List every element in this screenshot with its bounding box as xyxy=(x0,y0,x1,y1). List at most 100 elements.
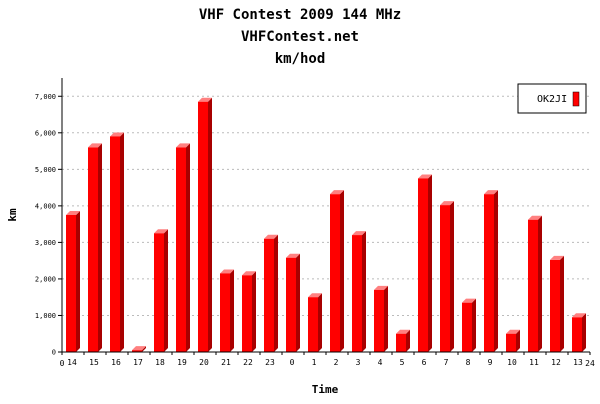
bar-side xyxy=(472,298,476,352)
bar-top xyxy=(132,346,146,351)
bar-front xyxy=(528,219,538,352)
bar-top xyxy=(374,285,388,290)
x-tick-label: 6 xyxy=(422,358,427,367)
x-tick-label: 1 xyxy=(312,358,317,367)
bar-side xyxy=(98,143,102,352)
bar-23 xyxy=(264,234,278,352)
x-tick-label: 4 xyxy=(378,358,383,367)
x-tick-label: 21 xyxy=(221,358,231,367)
bar-0 xyxy=(286,253,300,352)
bars-group xyxy=(66,97,586,352)
bar-top xyxy=(198,97,212,102)
bar-1 xyxy=(308,293,322,352)
bar-side xyxy=(252,271,256,352)
x-tick-label: 0 xyxy=(290,358,295,367)
bar-side xyxy=(340,190,344,352)
bar-side xyxy=(142,346,146,352)
bar-front xyxy=(220,273,230,352)
bar-side xyxy=(274,234,278,352)
chart-unit-subtitle: km/hod xyxy=(275,51,326,67)
bar-top xyxy=(462,298,476,303)
bar-10 xyxy=(506,329,520,352)
x-end-label: 24 xyxy=(585,359,595,368)
bar-front xyxy=(242,275,252,352)
bar-side xyxy=(208,97,212,352)
bar-front xyxy=(550,259,560,352)
bar-front xyxy=(88,147,98,352)
bar-top xyxy=(440,201,454,206)
bar-front xyxy=(198,101,208,352)
bar-front xyxy=(352,235,362,352)
bar-front xyxy=(418,178,428,352)
bar-top xyxy=(418,174,432,179)
bar-3 xyxy=(352,231,366,352)
bar-top xyxy=(506,329,520,334)
legend-swatch xyxy=(572,91,580,107)
bar-side xyxy=(582,313,586,352)
legend-label: OK2JI xyxy=(537,94,567,105)
bar-front xyxy=(396,333,406,352)
bar-22 xyxy=(242,271,256,352)
bar-20 xyxy=(198,97,212,352)
x-tick-label: 9 xyxy=(488,358,493,367)
bar-9 xyxy=(484,190,498,352)
y-tick-label: 6,000 xyxy=(35,129,56,137)
bar-side xyxy=(186,143,190,352)
bar-side xyxy=(494,190,498,352)
y-tick-label: 2,000 xyxy=(35,275,56,283)
x-tick-label: 14 xyxy=(67,358,77,367)
x-tick-label: 13 xyxy=(573,358,583,367)
y-tick-label: 7,000 xyxy=(35,93,56,101)
legend: OK2JI xyxy=(517,83,587,114)
y-tick-label: 1,000 xyxy=(35,312,56,320)
x-tick-label: 5 xyxy=(400,358,405,367)
bar-front xyxy=(506,333,516,352)
bar-front xyxy=(176,147,186,352)
bar-side xyxy=(296,253,300,352)
bar-front xyxy=(264,238,274,352)
x-tick-label: 23 xyxy=(265,358,275,367)
bar-side xyxy=(76,211,80,352)
x-tick-label: 2 xyxy=(334,358,339,367)
y-tick-label: 0 xyxy=(52,349,56,357)
bar-front xyxy=(154,233,164,352)
bar-top xyxy=(528,215,542,220)
bar-front xyxy=(440,205,450,352)
x-axis-ticks: 14 15 16 17 18 19 20 21 22 23 0 1 2 3 4 5 6 7 8 9 10 11 12 13 xyxy=(61,352,591,367)
bar-8 xyxy=(462,298,476,352)
bar-top xyxy=(308,293,322,298)
bar-front xyxy=(66,215,76,352)
bar-18 xyxy=(154,229,168,352)
bar-side xyxy=(406,329,410,352)
bar-front xyxy=(374,289,384,352)
bar-front xyxy=(462,302,472,352)
bar-4 xyxy=(374,285,388,352)
bar-top xyxy=(88,143,102,148)
bar-side xyxy=(450,201,454,352)
bar-top xyxy=(110,132,124,137)
x-axis-title: Time xyxy=(312,383,339,396)
bar-16 xyxy=(110,132,124,352)
grid-lines xyxy=(62,95,590,316)
bar-front xyxy=(110,136,120,352)
bar-19 xyxy=(176,143,190,352)
chart-title: VHF Contest 2009 144 MHz xyxy=(199,7,401,23)
y-axis-ticks: 0 1,000 2,000 3,000 4,000 5,000 6,000 7,000 xyxy=(35,93,62,357)
x-tick-label: 15 xyxy=(89,358,99,367)
bar-13 xyxy=(572,313,586,352)
x-start-label: 0 xyxy=(60,359,65,368)
bar-top xyxy=(484,190,498,195)
bar-top xyxy=(66,211,80,215)
bar-17 xyxy=(132,346,146,352)
bar-top xyxy=(352,231,366,236)
bar-side xyxy=(384,285,388,352)
bar-top xyxy=(242,271,256,276)
bar-side xyxy=(120,132,124,352)
bar-2 xyxy=(330,190,344,352)
bar-front xyxy=(572,317,582,352)
bar-top xyxy=(154,229,168,234)
bar-side xyxy=(428,174,432,352)
bar-top xyxy=(396,329,410,334)
chart-subtitle: VHFContest.net xyxy=(241,29,359,45)
